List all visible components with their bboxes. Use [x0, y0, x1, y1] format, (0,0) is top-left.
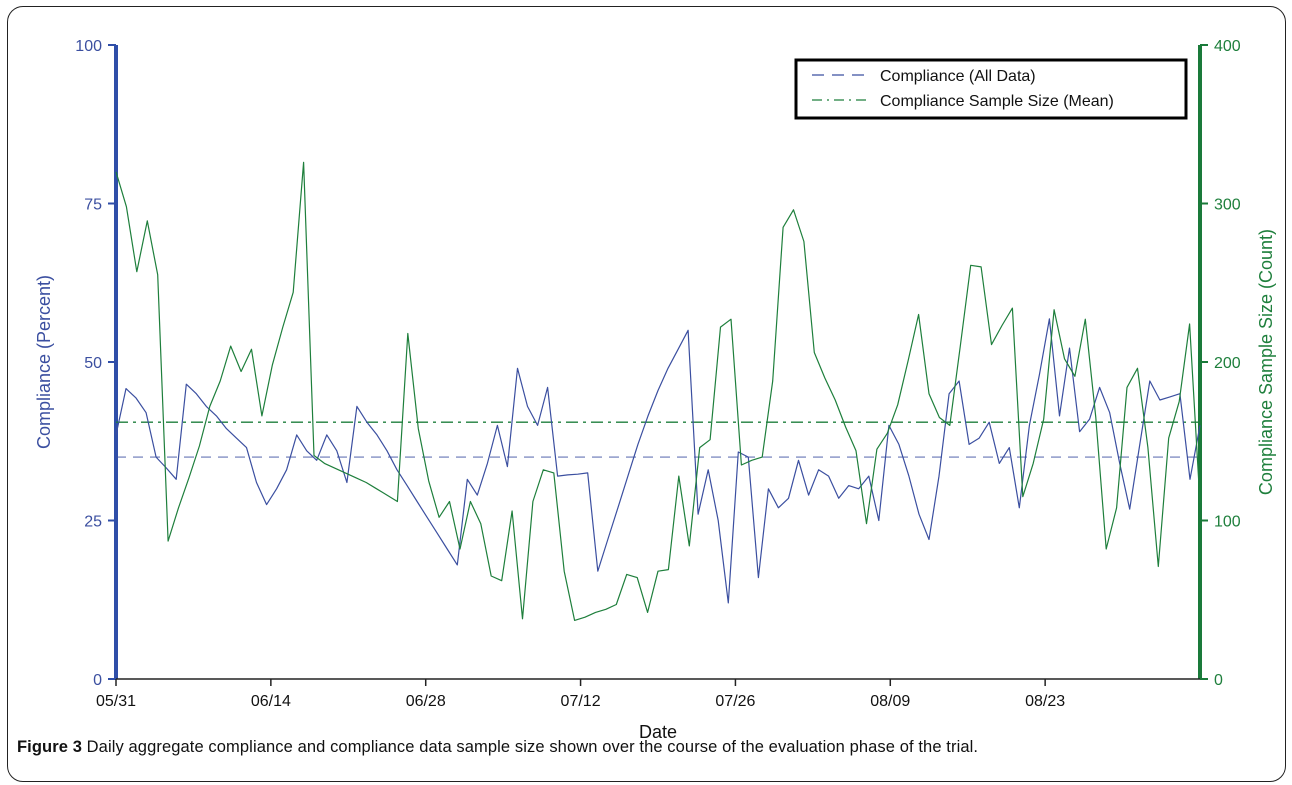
compliance-series-line: [115, 318, 1201, 604]
caption-label: Figure 3: [17, 738, 82, 756]
left-axis-title: Compliance (Percent): [34, 275, 54, 449]
left-tick-label: 75: [84, 197, 102, 214]
x-tick-label: 05/31: [96, 693, 136, 710]
x-tick-label: 08/23: [1025, 693, 1065, 710]
right-axis-ticks: 0 100 200 300 400: [1200, 38, 1241, 689]
right-tick-label: 100: [1214, 514, 1241, 531]
x-tick-label: 07/26: [715, 693, 755, 710]
caption-text: Daily aggregate compliance and complianc…: [81, 738, 979, 756]
right-tick-label: 300: [1214, 197, 1241, 214]
legend-label-compliance: Compliance (All Data): [880, 68, 1036, 85]
x-tick-label: 06/14: [251, 693, 291, 710]
left-tick-label: 100: [75, 38, 102, 55]
sample-size-series-line: [115, 161, 1201, 622]
right-tick-label: 400: [1214, 38, 1241, 55]
x-axis-title: Date: [639, 722, 677, 742]
x-tick-label: 08/09: [870, 693, 910, 710]
x-axis-ticks: 05/31 06/14 06/28 07/12 07/26 08/09 08/23: [96, 679, 1065, 710]
left-axis-ticks: 0 25 50 75 100: [75, 38, 116, 689]
left-tick-label: 50: [84, 355, 102, 372]
reference-lines: [116, 421, 1200, 458]
left-tick-label: 0: [93, 672, 102, 689]
x-tick-label: 06/28: [406, 693, 446, 710]
right-axis-title: Compliance Sample Size (Count): [1256, 229, 1276, 495]
right-tick-label: 200: [1214, 355, 1241, 372]
legend: Compliance (All Data) Compliance Sample …: [794, 58, 1188, 120]
legend-box: [794, 58, 1188, 120]
right-tick-label: 0: [1214, 672, 1223, 689]
figure-frame: [7, 6, 1286, 782]
left-tick-label: 25: [84, 514, 102, 531]
figure-caption: Figure 3 Daily aggregate compliance and …: [17, 738, 1282, 757]
x-tick-label: 07/12: [561, 693, 601, 710]
series-lines: [115, 161, 1201, 622]
legend-label-sample-size: Compliance Sample Size (Mean): [880, 93, 1114, 110]
